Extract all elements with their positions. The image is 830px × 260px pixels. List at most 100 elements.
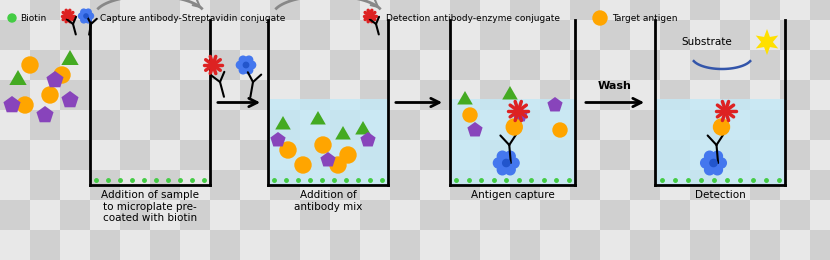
Bar (360, 200, 390, 230)
Bar (540, 230, 570, 260)
Bar (630, 230, 660, 260)
Bar (660, 140, 690, 170)
Bar (510, 50, 540, 80)
Text: Biotin: Biotin (20, 14, 46, 23)
Bar (0, 230, 30, 260)
Circle shape (509, 158, 519, 168)
Bar (360, 20, 390, 50)
Bar (60, 80, 90, 110)
Bar (360, 140, 390, 170)
Bar (480, 50, 510, 80)
Bar (120, 20, 150, 50)
Circle shape (710, 159, 717, 167)
Bar (450, 110, 480, 140)
Bar (270, 20, 300, 50)
Bar (510, 230, 540, 260)
Bar (120, 230, 150, 260)
Bar (420, 230, 450, 260)
Circle shape (84, 14, 88, 18)
Bar (60, 140, 90, 170)
Bar (30, 80, 60, 110)
Circle shape (497, 165, 507, 175)
Bar (210, 0, 240, 20)
Bar (510, 110, 540, 140)
Bar (810, 110, 830, 140)
Bar (90, 170, 120, 200)
Polygon shape (271, 132, 286, 146)
Circle shape (503, 159, 510, 167)
Circle shape (722, 107, 730, 115)
Bar (120, 200, 150, 230)
Bar (750, 20, 780, 50)
Bar (630, 50, 660, 80)
Bar (630, 140, 660, 170)
Bar (420, 80, 450, 110)
Bar (60, 170, 90, 200)
Bar (660, 110, 690, 140)
Bar (690, 230, 720, 260)
Bar (600, 50, 630, 80)
Circle shape (85, 17, 91, 23)
Bar (330, 140, 360, 170)
Bar (30, 110, 60, 140)
Bar (570, 140, 600, 170)
Bar (750, 50, 780, 80)
Bar (750, 80, 780, 110)
Bar (120, 50, 150, 80)
Bar (90, 230, 120, 260)
Bar (210, 200, 240, 230)
Bar (690, 110, 720, 140)
Bar (0, 0, 30, 20)
Bar (60, 0, 90, 20)
Bar (330, 80, 360, 110)
Bar (240, 230, 270, 260)
Text: Substrate: Substrate (681, 37, 732, 47)
Circle shape (497, 151, 507, 161)
Bar (240, 50, 270, 80)
Bar (570, 230, 600, 260)
Bar (30, 170, 60, 200)
Bar (180, 170, 210, 200)
Bar (690, 50, 720, 80)
Bar (600, 170, 630, 200)
Bar (780, 50, 810, 80)
Bar (270, 50, 300, 80)
Circle shape (712, 151, 722, 161)
Bar (810, 20, 830, 50)
Circle shape (22, 57, 38, 73)
Circle shape (701, 158, 710, 168)
Bar (0, 200, 30, 230)
Bar (660, 200, 690, 230)
Bar (330, 20, 360, 50)
Bar (270, 0, 300, 20)
Bar (570, 80, 600, 110)
Bar (0, 20, 30, 50)
Bar (720, 0, 750, 20)
Bar (510, 170, 540, 200)
Bar (600, 200, 630, 230)
Bar (420, 0, 450, 20)
Bar (300, 0, 330, 20)
Bar (90, 50, 120, 80)
Text: Wash: Wash (598, 81, 632, 90)
Bar (300, 110, 330, 140)
Bar (210, 140, 240, 170)
Text: Target antigen: Target antigen (612, 14, 677, 23)
Circle shape (237, 61, 244, 69)
Bar (630, 20, 660, 50)
Bar (210, 230, 240, 260)
Bar (540, 110, 570, 140)
Bar (270, 110, 300, 140)
Bar (300, 20, 330, 50)
Bar (720, 110, 750, 140)
Bar (240, 200, 270, 230)
Bar (630, 200, 660, 230)
Bar (270, 170, 300, 200)
Bar (570, 0, 600, 20)
Bar (390, 20, 420, 50)
Bar (330, 170, 360, 200)
Bar (120, 170, 150, 200)
Circle shape (210, 62, 217, 68)
Bar (120, 80, 150, 110)
Bar (750, 0, 780, 20)
